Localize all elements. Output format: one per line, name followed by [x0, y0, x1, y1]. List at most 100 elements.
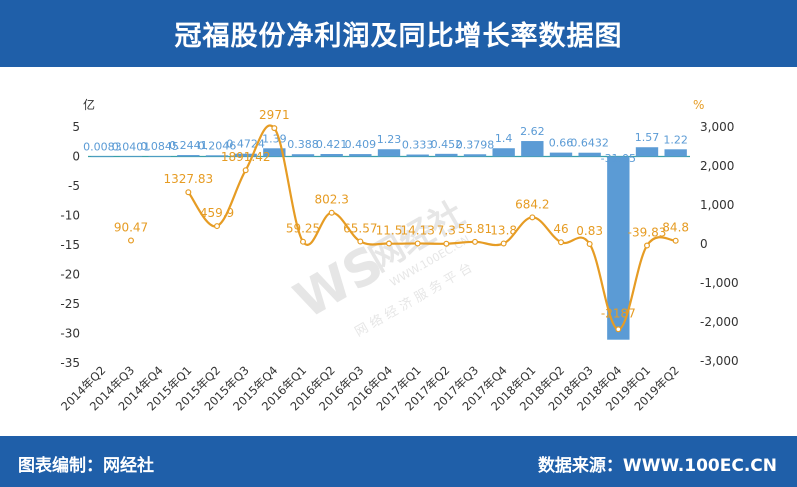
bar-value-label: 0.421 — [316, 138, 348, 151]
bar — [549, 152, 573, 157]
chart-area: WS 网经社 WWW.100EC.CN 网 络 经 济 服 务 平 台 亿% 5 0… — [0, 67, 797, 436]
bar-value-label: 0.2046 — [198, 139, 237, 152]
y-right-unit-label: % — [693, 98, 704, 112]
bar-value-label: 1.4 — [495, 132, 513, 145]
growth-rate-label: 0.83 — [576, 224, 603, 238]
growth-rate-point — [615, 326, 622, 333]
growth-rate-point — [242, 167, 249, 174]
bar — [291, 154, 315, 157]
y-right-tick-label: 3,000 — [700, 120, 734, 134]
growth-rate-point — [472, 238, 479, 245]
growth-rate-point — [185, 189, 192, 196]
growth-rate-point — [586, 240, 593, 247]
growth-rate-point — [128, 237, 135, 244]
bar — [377, 149, 401, 157]
footer-source: 数据来源：WWW.100EC.CN — [537, 456, 777, 476]
growth-rate-label: 84.8 — [662, 221, 689, 235]
growth-rate-label: -39.83 — [628, 226, 667, 240]
bar — [349, 154, 372, 157]
bar — [91, 156, 114, 158]
growth-rate-label: 13.8 — [490, 223, 517, 237]
y-right-tick-label: -1,000 — [700, 276, 739, 290]
growth-rate-label: 14.13 — [400, 223, 434, 237]
bar-value-label: 0.6432 — [570, 137, 609, 150]
bar-value-label: 1.39 — [262, 132, 287, 145]
growth-rate-label: 55.81 — [458, 222, 492, 236]
y-right-tick-label: -3,000 — [700, 354, 739, 368]
bar — [492, 148, 515, 157]
y-left-tick-label: 5 — [72, 120, 80, 134]
y-right-tick-label: 2,000 — [700, 159, 734, 173]
y-right-tick-label: -2,000 — [700, 315, 739, 329]
bar-value-label: -31.05 — [601, 152, 636, 165]
growth-rate-point — [271, 125, 278, 132]
combo-chart: WS 网经社 WWW.100EC.CN 网 络 经 济 服 务 平 台 亿 %50… — [58, 97, 739, 414]
growth-rate-label: 90.47 — [114, 220, 148, 234]
growth-rate-point — [500, 240, 507, 247]
footer-bar: 图表编制：网经社 数据来源：WWW.100EC.CN — [0, 436, 797, 487]
growth-rate-label: 459.9 — [200, 206, 234, 220]
growth-rate-label: 65.57 — [343, 221, 377, 235]
y-left-tick-label: -25 — [60, 297, 80, 311]
growth-rate-line — [187, 124, 676, 331]
growth-rate-label: 7.3 — [437, 224, 456, 238]
growth-rate-point — [643, 242, 650, 249]
bar-value-label: 1.22 — [663, 133, 688, 146]
bar — [148, 156, 171, 157]
y-left-tick-label: -15 — [60, 238, 80, 252]
y-left-tick-label: 0 — [72, 150, 80, 164]
y-right-tick-label: 0 — [700, 237, 708, 251]
footer-credit: 图表编制：网经社 — [18, 456, 154, 476]
y-right-tick-label: 1,000 — [700, 198, 734, 212]
bar — [177, 155, 200, 157]
bar — [664, 149, 687, 157]
bar-value-label: 0.66 — [549, 137, 574, 150]
bar — [234, 153, 257, 157]
growth-rate-point — [414, 240, 421, 247]
bar-value-label: 2.62 — [520, 125, 545, 138]
bar-value-label: 1.23 — [377, 133, 402, 146]
bar-value-label: 0.0845 — [140, 140, 179, 153]
growth-rate-label: 802.3 — [314, 193, 348, 207]
growth-rate-point — [214, 223, 221, 230]
y-left-tick-label: -20 — [60, 268, 80, 282]
growth-rate-point — [300, 238, 307, 245]
bar-value-label: 0.388 — [287, 138, 319, 151]
growth-rate-label: -2187 — [601, 306, 636, 320]
bar — [521, 141, 544, 157]
bar — [635, 147, 659, 157]
y-left-tick-label: -35 — [60, 356, 80, 370]
growth-rate-point — [328, 209, 335, 216]
growth-rate-point — [672, 237, 679, 244]
header-bar: 冠福股份净利润及同比增长率数据图 — [0, 0, 797, 67]
bar-value-label: 0.452 — [431, 138, 463, 151]
growth-rate-label: 1891.42 — [221, 150, 271, 164]
growth-rate-point — [357, 238, 364, 245]
bar-value-label: 0.0083 — [83, 140, 122, 153]
bar-value-label: 0.0401 — [112, 140, 151, 153]
growth-rate-label: 59.25 — [286, 222, 320, 236]
watermark: WS 网经社 WWW.100EC.CN 网 络 经 济 服 务 平 台 — [285, 194, 475, 340]
growth-rate-point — [443, 240, 450, 247]
bar — [435, 153, 458, 157]
bar-value-label: 1.57 — [635, 131, 660, 144]
y-left-tick-label: -10 — [60, 209, 80, 223]
y-left-tick-label: -30 — [60, 327, 80, 341]
growth-rate-label: 11.5 — [376, 224, 403, 238]
bar — [463, 154, 487, 157]
bar-value-label: 0.409 — [345, 138, 377, 151]
bar — [119, 156, 143, 157]
bar — [263, 148, 286, 157]
growth-rate-label: 46 — [553, 222, 568, 236]
bar-value-label: 0.333 — [402, 139, 434, 152]
growth-rate-point — [529, 214, 536, 221]
bar — [578, 152, 601, 157]
growth-rate-point — [557, 239, 564, 246]
growth-rate-label: 1327.83 — [164, 172, 214, 186]
bar — [406, 154, 429, 157]
y-left-tick-label: -5 — [68, 179, 80, 193]
page-title: 冠福股份净利润及同比增长率数据图 — [174, 21, 623, 52]
growth-rate-point — [386, 240, 393, 247]
growth-rate-label: 2971 — [259, 108, 290, 122]
bar-value-label: 0.2441 — [169, 139, 208, 152]
